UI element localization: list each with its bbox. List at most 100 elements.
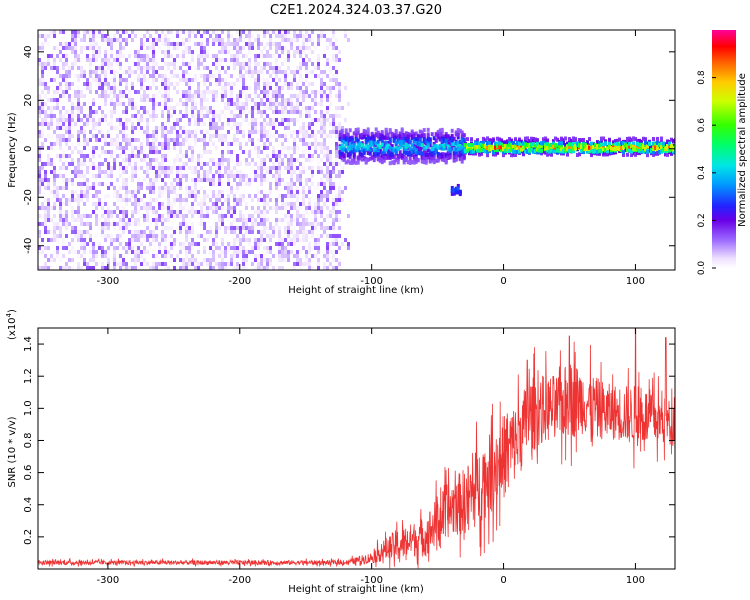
heatmap-cell [194,158,197,162]
heatmap-cell [194,230,197,234]
heatmap-cell [128,186,131,190]
heatmap-cell [173,178,176,182]
heatmap-cell [200,50,203,54]
heatmap-cell [38,106,41,110]
heatmap-cell [80,190,83,194]
heatmap-cell [191,170,194,174]
heatmap-cell [380,142,384,147]
heatmap-cell [218,158,221,162]
heatmap-cell [71,230,74,234]
heatmap-cell [101,90,104,94]
heatmap-cell [320,226,323,230]
heatmap-cell [332,42,335,46]
heatmap-cell [469,137,473,142]
heatmap-cell [113,86,116,90]
heatmap-cell [80,230,83,234]
heatmap-cell [161,246,164,250]
heatmap-cell [275,158,278,162]
heatmap-cell [74,194,77,198]
heatmap-cell [242,62,245,66]
heatmap-cell [215,162,218,166]
heatmap-cell [59,234,62,238]
heatmap-cell [197,126,200,130]
heatmap-cell [56,122,59,126]
heatmap-cell [284,214,287,218]
heatmap-cell [77,166,80,170]
heatmap-cell [191,150,194,154]
heatmap-cell [104,234,107,238]
heatmap-cell [269,166,272,170]
heatmap-cell [299,162,302,166]
heatmap-cell [62,46,65,50]
heatmap-cell [254,146,257,150]
heatmap-cell [68,70,71,74]
heatmap-cell [299,138,302,142]
heatmap-cell [266,102,269,106]
heatmap-cell [209,262,212,266]
heatmap-cell [176,194,179,198]
heatmap-cell [440,154,444,159]
heatmap-cell [251,114,254,118]
heatmap-cell [62,62,65,66]
heatmap-cell [149,198,152,202]
heatmap-cell [128,234,131,238]
heatmap-cell [370,147,374,152]
heatmap-cell [86,182,89,186]
heatmap-cell [77,254,80,258]
heatmap-cell [326,250,329,254]
heatmap-cell [446,134,450,139]
heatmap-cell [335,202,338,206]
heatmap-cell [302,98,305,102]
heatmap-cell [209,206,212,210]
heatmap-cell [284,202,287,206]
heatmap-cell [263,142,266,146]
heatmap-cell [575,147,579,152]
heatmap-cell [104,170,107,174]
heatmap-cell [311,254,314,258]
heatmap-cell [53,30,56,34]
heatmap-cell [479,151,483,156]
heatmap-cell [332,30,335,34]
heatmap-cell [386,147,390,152]
heatmap-cell [206,54,209,58]
heatmap-cell [239,250,242,254]
heatmap-cell [263,46,266,50]
heatmap-cell [236,50,239,54]
heatmap-cell [221,50,224,54]
heatmap-cell [86,46,89,50]
heatmap-cell [408,139,412,144]
heatmap-cell [227,134,230,138]
heatmap-cell [185,198,188,202]
heatmap-cell [390,144,394,149]
heatmap-cell [573,137,577,142]
heatmap-cell [559,137,563,142]
heatmap-cell [335,146,338,150]
heatmap-cell [314,214,317,218]
heatmap-cell [263,158,266,162]
heatmap-cell [308,50,311,54]
heatmap-cell [107,62,110,66]
heatmap-cell [38,206,41,210]
heatmap-cell [533,137,537,142]
heatmap-cell [56,174,59,178]
heatmap-cell [302,162,305,166]
heatmap-cell [260,190,263,194]
heatmap-cell [197,266,200,270]
heatmap-cell [155,214,158,218]
heatmap-cell [227,150,230,154]
heatmap-cell [104,118,107,122]
heatmap-cell [320,102,323,106]
heatmap-cell [278,254,281,258]
heatmap-cell [206,210,209,214]
heatmap-cell [143,250,146,254]
heatmap-cell [284,118,287,122]
heatmap-cell [128,54,131,58]
heatmap-cell [290,106,293,110]
heatmap-cell [146,98,149,102]
heatmap-cell [335,110,338,114]
heatmap-cell [203,74,206,78]
heatmap-cell [420,133,424,138]
heatmap-cell [134,166,137,170]
heatmap-cell [179,266,182,270]
heatmap-cell [59,214,62,218]
